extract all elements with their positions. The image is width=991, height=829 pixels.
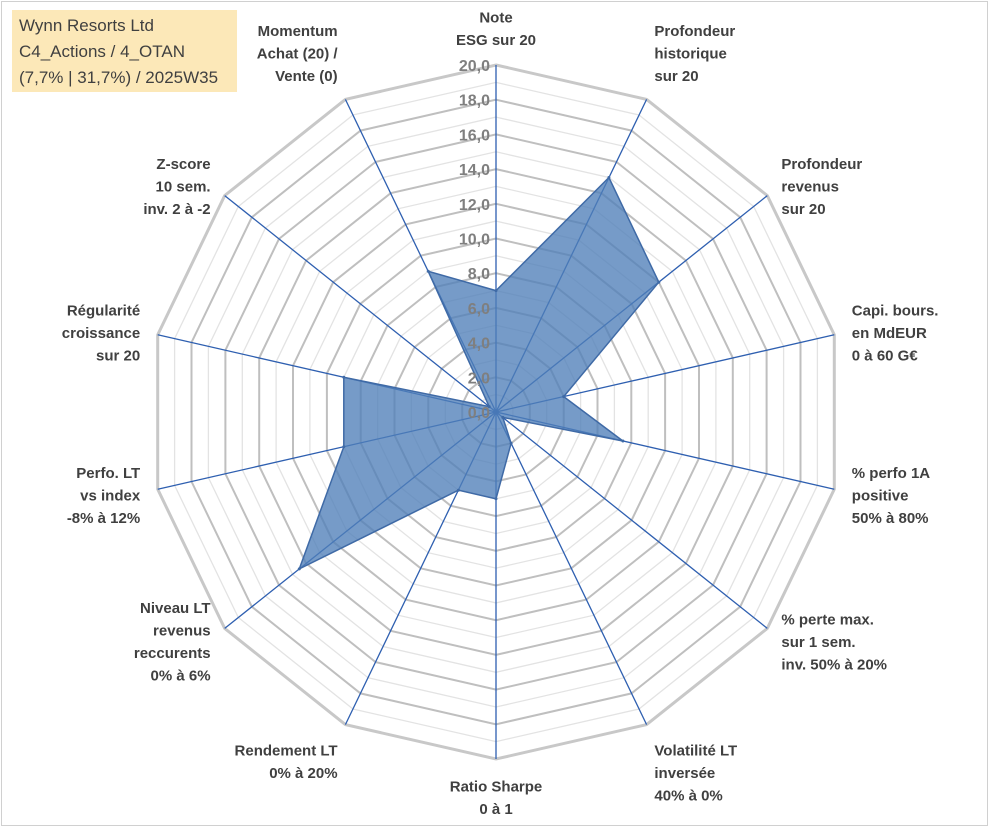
data-point [562, 395, 566, 399]
tick-label: 8,0 [468, 266, 490, 283]
data-point [297, 567, 301, 571]
axis-spoke [224, 195, 497, 413]
axis-spoke [495, 411, 768, 629]
data-point [501, 415, 505, 419]
info-stats-week: (7,7% | 31,7%) / 2025W35 [19, 68, 219, 87]
data-point [487, 405, 491, 409]
axis-label: Note ESG sur 20 [456, 10, 536, 50]
data-point [342, 445, 346, 449]
data-point [657, 280, 661, 284]
data-point [456, 488, 460, 492]
tick-label: 14,0 [459, 162, 490, 179]
tick-label: 2,0 [468, 370, 490, 387]
tick-label: 10,0 [459, 232, 490, 249]
data-point [621, 439, 625, 443]
tick-label: 0,0 [468, 405, 490, 422]
axis-label: Z-score 10 sem. inv. 2 à -2 [143, 156, 210, 218]
data-point [494, 289, 498, 293]
axis-spoke [495, 411, 648, 725]
data-point [426, 269, 430, 273]
info-category: C4_Actions / 4_OTAN [19, 42, 185, 61]
tick-label: 20,0 [459, 58, 490, 75]
axis-label: Momentum Achat (20) / Vente (0) [257, 23, 339, 85]
axis-label: Perfo. LT vs index -8% à 12% [67, 465, 141, 527]
axis-label: Rendement LT 0% à 20% [235, 742, 338, 782]
tick-label: 16,0 [459, 127, 490, 144]
axis-label: Profondeur revenus sur 20 [781, 156, 862, 218]
axis-label: Régularité croissance sur 20 [62, 303, 140, 365]
data-point [607, 176, 611, 179]
axis-label: Ratio Sharpe 0 à 1 [450, 779, 543, 819]
tick-label: 6,0 [468, 301, 490, 318]
axis-label: % perte max. sur 1 sem. inv. 50% à 20% [781, 611, 887, 673]
axis-label: % perfo 1A positive 50% à 80% [852, 465, 931, 527]
axis-label: Volatilité LT inversée 40% à 0% [654, 742, 737, 804]
axis-label: Capi. bours. en MdEUR 0 à 60 G€ [852, 303, 939, 365]
tick-label: 18,0 [459, 93, 490, 110]
data-point [342, 375, 346, 379]
data-point [494, 497, 498, 501]
data-point [509, 441, 513, 445]
tick-label: 12,0 [459, 197, 490, 214]
axis-label: Niveau LT revenus reccurents 0% à 6% [134, 600, 211, 685]
info-box: Wynn Resorts Ltd C4_Actions / 4_OTAN (7,… [12, 10, 237, 92]
axis-label: Profondeur historique sur 20 [654, 23, 735, 85]
tick-label: 4,0 [468, 336, 490, 353]
info-company-name: Wynn Resorts Ltd [19, 16, 154, 35]
